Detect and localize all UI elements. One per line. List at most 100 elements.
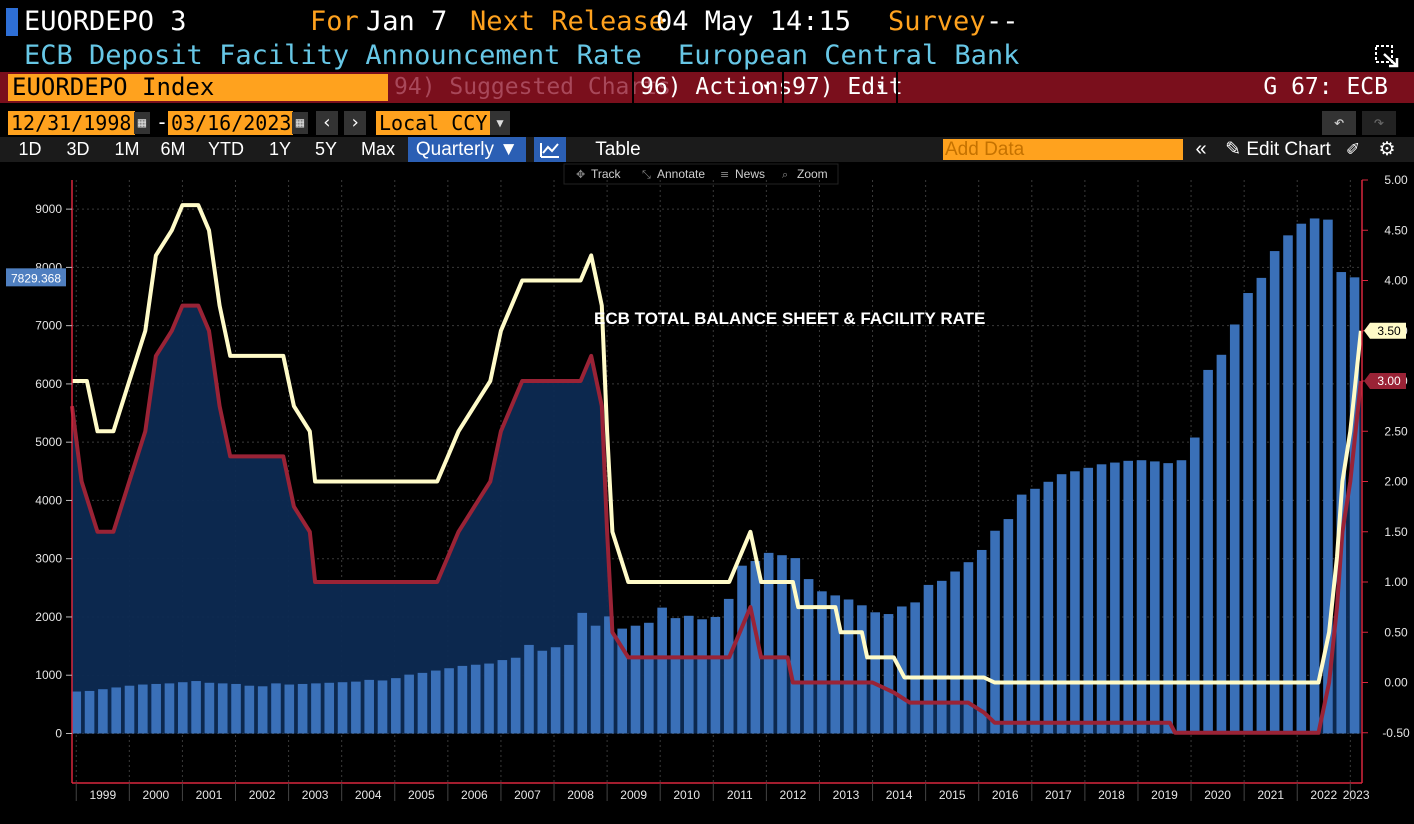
balance-bar bbox=[524, 644, 534, 734]
left-tick-label: 6000 bbox=[35, 377, 62, 391]
survey-value: -- bbox=[986, 6, 1019, 37]
track-icon: ✥ bbox=[576, 168, 585, 181]
balance-bar bbox=[1189, 437, 1200, 734]
balance-bar bbox=[1176, 460, 1187, 734]
period-caret-icon: ▼ bbox=[499, 139, 519, 160]
balance-bar bbox=[430, 670, 441, 734]
right-tick-label: 4.50 bbox=[1384, 223, 1408, 237]
balance-bar bbox=[1150, 461, 1160, 734]
redo-icon[interactable]: ↷ bbox=[1362, 111, 1396, 135]
balance-bar bbox=[324, 682, 335, 734]
left-tick-label: 4000 bbox=[35, 493, 62, 507]
menu-bar: EUORDEPO Index 94) Suggested Charts 96) … bbox=[0, 72, 1414, 103]
currency-dropdown-icon[interactable]: ▼ bbox=[490, 111, 510, 135]
main-rate-line bbox=[72, 203, 1363, 685]
timeframe-6m[interactable]: 6M bbox=[160, 139, 186, 159]
right-tick-label: 2.00 bbox=[1384, 475, 1408, 489]
x-tick-label: 2021 bbox=[1257, 788, 1284, 802]
balance-bar bbox=[537, 650, 548, 734]
security-field[interactable]: EUORDEPO Index bbox=[8, 74, 388, 101]
security-source: European Central Bank bbox=[678, 40, 1020, 71]
balance-bar bbox=[763, 552, 774, 734]
actions-menu[interactable]: 96) Actions bbox=[640, 74, 793, 100]
x-tick-label: 2000 bbox=[143, 788, 170, 802]
undo-icon[interactable]: ↶ bbox=[1322, 111, 1356, 135]
left-last-value-tag bbox=[6, 268, 66, 287]
end-calendar-icon[interactable]: ▦ bbox=[292, 112, 308, 134]
start-date-input[interactable]: 12/31/1998 bbox=[8, 111, 135, 135]
rate-lines bbox=[70, 203, 1363, 735]
annotate-icon: ⤡ bbox=[642, 168, 651, 181]
edit-chart-label: Edit Chart bbox=[1246, 139, 1331, 160]
x-tick-label: 2016 bbox=[992, 788, 1019, 802]
balance-bar bbox=[284, 684, 295, 734]
edit-style-icon[interactable]: ✐ bbox=[1345, 140, 1361, 159]
table-button[interactable]: Table bbox=[595, 139, 641, 160]
x-tick-label: 2001 bbox=[196, 788, 223, 802]
next-range-button[interactable]: › bbox=[344, 111, 366, 135]
x-tick-label: 2002 bbox=[249, 788, 276, 802]
balance-bar bbox=[151, 683, 161, 734]
prev-range-button[interactable]: ‹ bbox=[316, 111, 338, 135]
x-tick-label: 2023 bbox=[1343, 788, 1370, 802]
balance-bar bbox=[723, 598, 734, 734]
balance-bar bbox=[1070, 471, 1080, 734]
suggested-charts-menu[interactable]: 94) Suggested Charts bbox=[394, 74, 671, 100]
balance-bar bbox=[1229, 324, 1240, 734]
balance-area bbox=[72, 305, 1361, 734]
line-chart-icon[interactable] bbox=[534, 137, 566, 162]
pencil-icon: ✎ bbox=[1225, 139, 1242, 160]
actions-caret-icon[interactable]: ▾ bbox=[762, 79, 771, 95]
settings-gear-icon[interactable]: ⚙ bbox=[1378, 139, 1396, 160]
deposit-rate-line bbox=[70, 303, 1363, 735]
edit-caret-icon[interactable]: ▾ bbox=[876, 79, 885, 95]
x-tick-label: 2017 bbox=[1045, 788, 1072, 802]
balance-sheet-rate-chart[interactable]: 0100020003000400050006000700080009000782… bbox=[0, 162, 1414, 824]
balance-bar bbox=[497, 660, 508, 734]
x-tick-label: 2009 bbox=[620, 788, 647, 802]
balance-bar bbox=[1323, 219, 1333, 734]
balance-bar bbox=[98, 689, 108, 734]
balance-bar bbox=[790, 558, 801, 734]
start-calendar-icon[interactable]: ▦ bbox=[134, 112, 150, 134]
currency-select[interactable]: Local CCY bbox=[376, 111, 493, 135]
for-label: For bbox=[310, 6, 359, 37]
timeframe-3d[interactable]: 3D bbox=[66, 139, 90, 159]
balance-bar bbox=[457, 665, 468, 734]
tool-annotate: Annotate bbox=[657, 167, 705, 181]
edit-menu[interactable]: 97) Edit bbox=[792, 74, 903, 100]
left-last-value-label: 7829.368 bbox=[11, 271, 61, 285]
edit-chart-button[interactable]: ✎ Edit Chart bbox=[1220, 137, 1336, 162]
balance-bar bbox=[337, 682, 348, 734]
x-tick-label: 2018 bbox=[1098, 788, 1125, 802]
x-tick-label: 2010 bbox=[673, 788, 700, 802]
security-marker bbox=[6, 8, 18, 36]
timeframe-ytd[interactable]: YTD bbox=[208, 139, 244, 159]
balance-bar bbox=[963, 562, 974, 734]
balance-bar bbox=[630, 625, 641, 734]
timeframe-5y[interactable]: 5Y bbox=[314, 139, 338, 159]
balance-bar bbox=[351, 681, 361, 734]
right-tick-label: 5.00 bbox=[1384, 173, 1408, 187]
popout-icon[interactable] bbox=[1374, 44, 1400, 68]
timeframe-1m[interactable]: 1M bbox=[114, 139, 140, 159]
period-select[interactable]: Quarterly ▼ bbox=[408, 137, 526, 162]
description-row: ECB Deposit Facility Announcement Rate E… bbox=[0, 40, 1414, 72]
balance-bar bbox=[1043, 481, 1054, 734]
balance-bar bbox=[470, 664, 481, 734]
timeframe-1y[interactable]: 1Y bbox=[268, 139, 292, 159]
balance-bar bbox=[484, 663, 494, 734]
add-data-input[interactable]: Add Data bbox=[943, 139, 1183, 160]
balance-area-fill bbox=[72, 305, 1361, 734]
balance-bar bbox=[1269, 251, 1280, 734]
end-date-input[interactable]: 03/16/2023 bbox=[168, 111, 293, 135]
main-rate-last-value-label: 3.50 bbox=[1377, 324, 1401, 338]
timeframe-1d[interactable]: 1D bbox=[18, 139, 42, 159]
x-tick-label: 2003 bbox=[302, 788, 329, 802]
balance-bar bbox=[590, 625, 601, 734]
timeframe-max[interactable]: Max bbox=[360, 139, 395, 159]
balance-bar bbox=[1083, 467, 1094, 734]
balance-bar bbox=[817, 591, 827, 734]
range-dash: - bbox=[156, 110, 169, 134]
collapse-icon[interactable]: « bbox=[1195, 138, 1207, 160]
